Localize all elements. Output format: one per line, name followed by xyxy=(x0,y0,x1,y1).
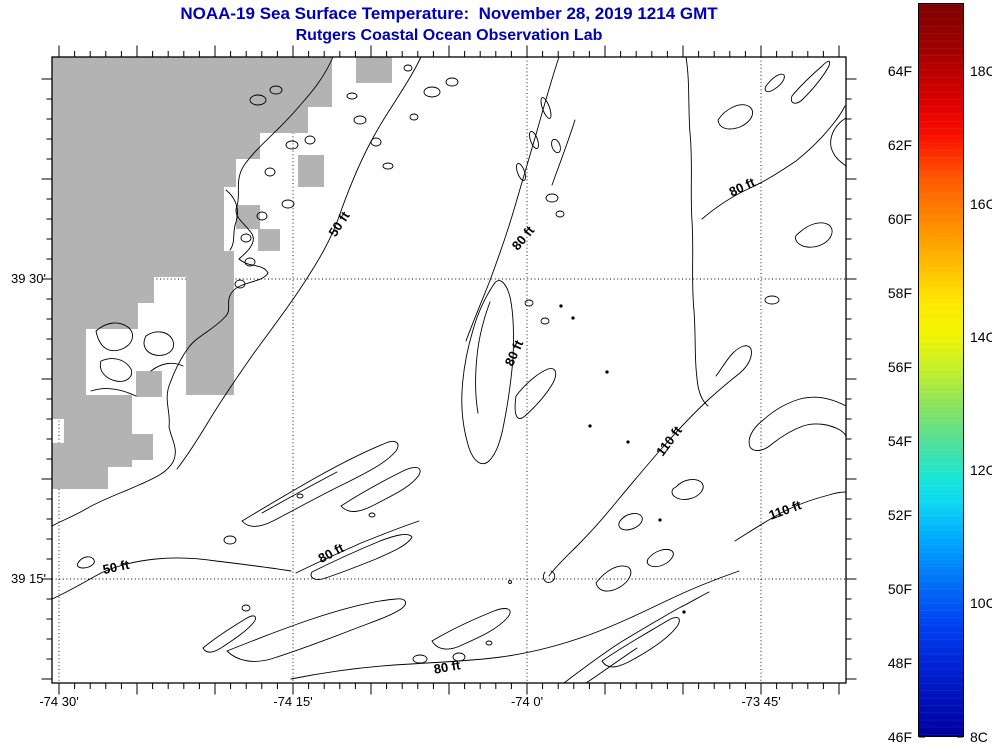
figure-subtitle: Rutgers Coastal Ocean Observation Lab xyxy=(295,27,603,44)
colorbar-banding xyxy=(919,4,963,736)
cbar-label-46f: 46F xyxy=(887,729,912,745)
cbar-label-12c: 12C xyxy=(970,462,992,478)
cbar-label-52f: 52F xyxy=(887,507,912,523)
depth-contours xyxy=(51,56,847,684)
cbar-label-62f: 62F xyxy=(887,137,912,153)
lat-label-39-15: 39 15' xyxy=(10,571,46,586)
cbar-label-50f: 50F xyxy=(887,581,912,597)
lon-label-74-15: -74 15' xyxy=(273,694,313,709)
cbar-label-14c: 14C xyxy=(970,329,992,345)
cbar-label-10c: 10C xyxy=(970,595,992,611)
sst-colorbar xyxy=(918,3,964,737)
cbar-label-48f: 48F xyxy=(887,655,912,671)
axis-ticks xyxy=(41,45,857,695)
figure-title: NOAA-19 Sea Surface Temperature: Novembe… xyxy=(180,4,718,23)
lon-label-73-45: -73 45' xyxy=(741,694,781,709)
land-mask xyxy=(52,57,392,489)
cbar-label-56f: 56F xyxy=(887,359,912,375)
lon-label-74-0: -74 0' xyxy=(510,694,544,709)
cbar-label-16c: 16C xyxy=(970,196,992,212)
cbar-label-64f: 64F xyxy=(887,63,912,79)
cbar-label-58f: 58F xyxy=(887,285,912,301)
plot-border-and-ticks xyxy=(51,56,847,684)
cbar-label-8c: 8C xyxy=(970,729,988,745)
lat-label-39-30: 39 30' xyxy=(10,271,46,286)
cbar-label-54f: 54F xyxy=(887,433,912,449)
contour-islands xyxy=(223,64,780,664)
lon-label-74-30: -74 30' xyxy=(39,694,79,709)
cbar-label-18c: 18C xyxy=(970,63,992,79)
figure-title-block: NOAA-19 Sea Surface Temperature: Novembe… xyxy=(52,4,846,45)
cbar-label-60f: 60F xyxy=(887,211,912,227)
